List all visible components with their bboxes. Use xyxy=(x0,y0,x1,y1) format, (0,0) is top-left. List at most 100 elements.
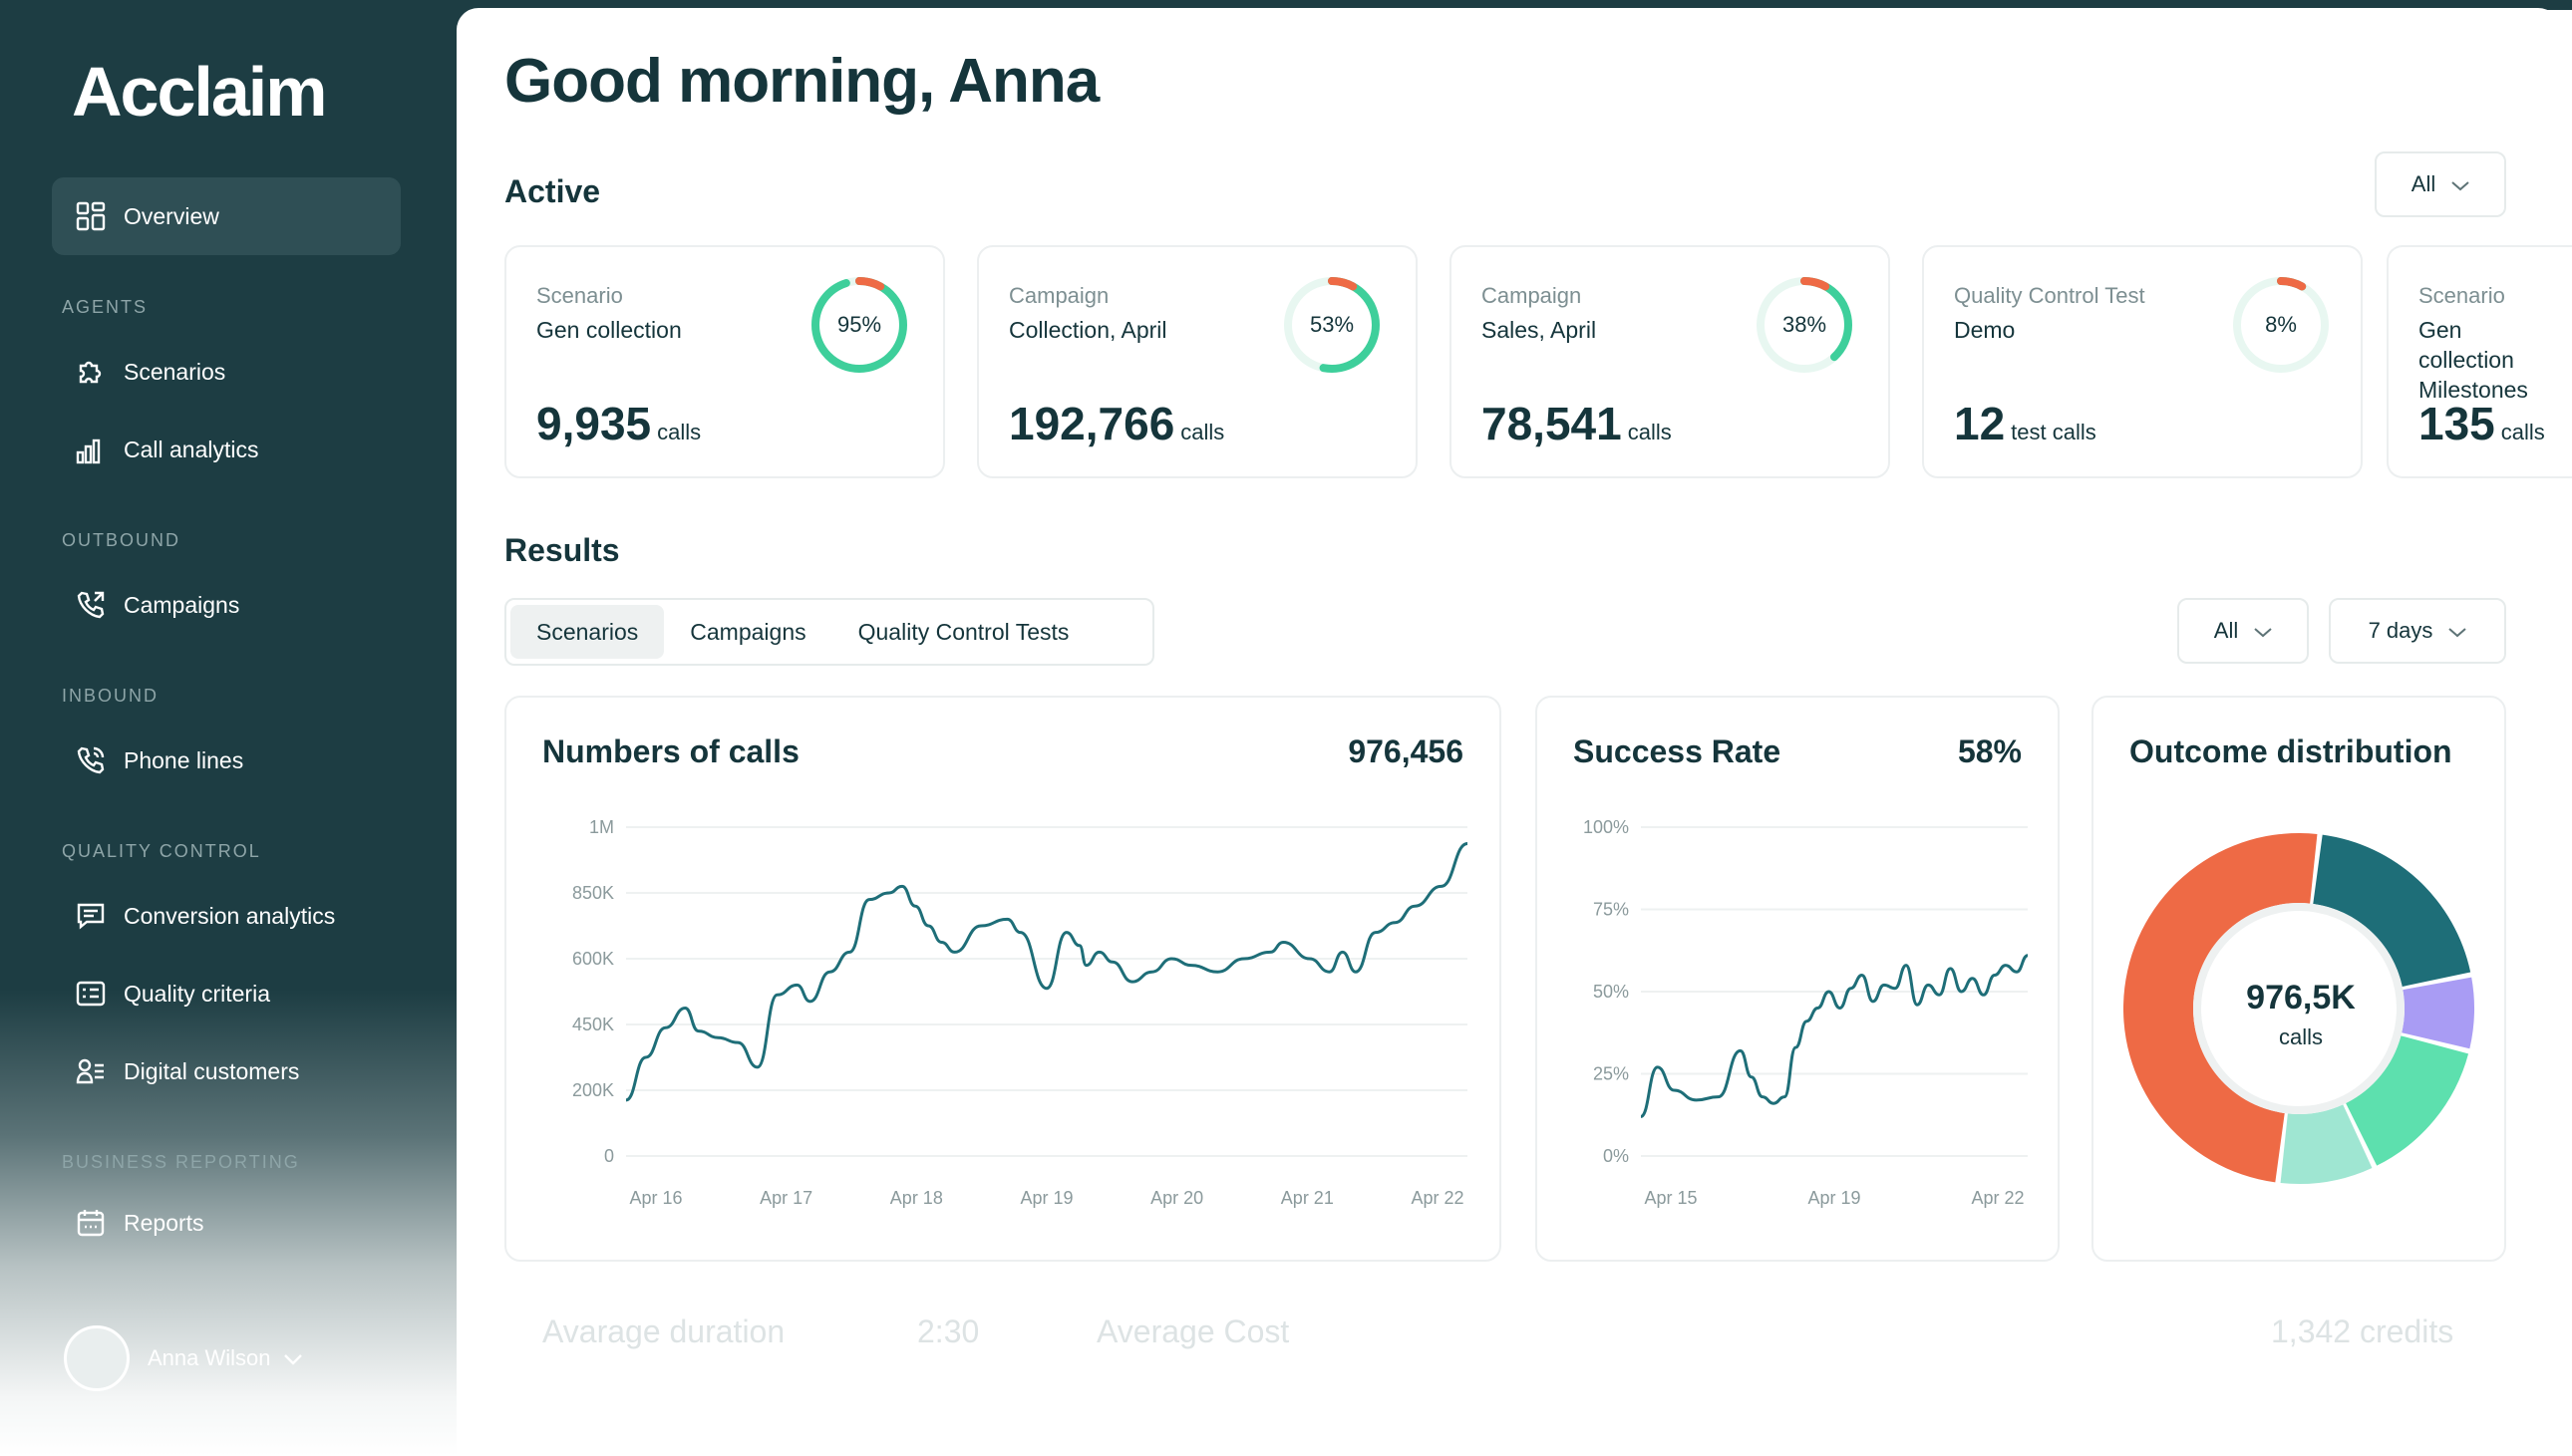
sidebar-item-label: Scenarios xyxy=(124,358,226,385)
active-card[interactable]: Quality Control Test Demo 8% 12 test call… xyxy=(1922,245,2363,478)
sidebar-item-overview[interactable]: Overview xyxy=(52,177,401,255)
active-card[interactable]: Scenario Gen collection 95% 9,935 calls xyxy=(504,245,945,478)
series-line xyxy=(1640,954,2029,1118)
donut-slice xyxy=(2346,1035,2469,1166)
y-tick-label: 75% xyxy=(1593,900,1629,920)
app-logo: Acclaim xyxy=(72,53,327,131)
y-tick-label: 0 xyxy=(604,1146,614,1166)
success-chart-card: Success Rate 58% 100% 75% 50% 25% 0% Apr 15 Ap… xyxy=(1535,696,2060,1262)
results-tabs: Scenarios Campaigns Quality Control Test… xyxy=(504,598,1154,666)
card-name: Collection, April xyxy=(1009,317,1167,343)
avg-cost-label: Average Cost xyxy=(1097,1313,1290,1349)
sidebar-item-label: Reports xyxy=(124,1209,204,1236)
progress-label: 95% xyxy=(836,312,882,337)
section-agents: AGENTS xyxy=(62,297,149,317)
active-filter-dropdown[interactable]: All xyxy=(2375,151,2506,217)
chevron-down-icon xyxy=(2448,618,2467,644)
sidebar-item-conversion-analytics[interactable]: Conversion analytics xyxy=(52,877,401,955)
sidebar-item-campaigns[interactable]: Campaigns xyxy=(52,566,401,644)
sidebar-item-reports[interactable]: Reports xyxy=(52,1184,401,1262)
card-name: Demo xyxy=(1954,317,2016,343)
outcome-chart-card: Outcome distribution 976,5K calls xyxy=(2091,696,2506,1262)
card-count: 9,935 calls xyxy=(536,398,702,449)
active-section-title: Active xyxy=(504,173,601,209)
card-name: Sales, April xyxy=(1481,317,1597,343)
sidebar-item-digital-customers[interactable]: Digital customers xyxy=(52,1032,401,1110)
sidebar-item-scenarios[interactable]: Scenarios xyxy=(52,333,401,411)
tab-quality-control-tests[interactable]: Quality Control Tests xyxy=(857,618,1070,645)
sidebar-item-phone-lines[interactable]: Phone lines xyxy=(52,722,401,799)
card-count: 192,766 calls xyxy=(1009,398,1225,449)
x-tick-label: Apr 16 xyxy=(629,1188,682,1208)
dropdown-value: All xyxy=(2411,171,2436,196)
calls-chart-card: Numbers of calls 976,456 1M 850K 600K 450K 2… xyxy=(504,696,1501,1262)
chevron-down-icon xyxy=(283,1345,303,1371)
donut-slice xyxy=(2402,977,2474,1049)
ring-accent xyxy=(1757,277,1852,373)
progress-ring xyxy=(1284,277,1380,373)
x-tick-label: Apr 17 xyxy=(760,1188,812,1208)
y-tick-label: 1M xyxy=(589,817,614,837)
donut-center-value: 976,5K xyxy=(2246,979,2356,1017)
tab-scenarios[interactable]: Scenarios xyxy=(510,605,665,659)
period-dropdown[interactable]: 7 days xyxy=(2329,598,2506,664)
calendar-icon xyxy=(74,1206,108,1240)
active-card[interactable]: Campaign Collection, April 53% 192,766 ca… xyxy=(977,245,1418,478)
active-card[interactable]: Campaign Sales, April 38% 78,541 calls xyxy=(1449,245,1890,478)
results-section-title: Results xyxy=(504,532,620,568)
progress-label: 38% xyxy=(1781,312,1827,337)
chevron-down-icon xyxy=(2451,171,2469,197)
x-tick-label: Apr 18 xyxy=(890,1188,943,1208)
user-name: Anna Wilson xyxy=(148,1345,271,1370)
card-type: Quality Control Test xyxy=(1954,283,2145,308)
sidebar: Acclaim Overview AGENTS Scenarios Call a… xyxy=(0,0,469,1456)
success-line-chart: 100% 75% 50% 25% 0% Apr 15 Apr 19 Apr 22 xyxy=(1583,817,2029,1208)
card-title: Outcome distribution xyxy=(2129,733,2452,769)
donut-slice xyxy=(2122,833,2318,1183)
section-business-reporting: BUSINESS REPORTING xyxy=(62,1152,300,1172)
phone-outgoing-icon xyxy=(74,588,108,622)
ring-accent xyxy=(811,277,907,373)
section-inbound: INBOUND xyxy=(62,686,160,706)
card-type: Scenario xyxy=(2418,283,2505,308)
ring-accent xyxy=(2233,277,2329,373)
card-count: 78,541 calls xyxy=(1481,398,1672,449)
x-tick-label: Apr 20 xyxy=(1150,1188,1203,1208)
results-filter-dropdown[interactable]: All xyxy=(2177,598,2309,664)
outcome-donut-chart xyxy=(2122,833,2474,1184)
x-tick-label: Apr 22 xyxy=(1971,1188,2024,1208)
donut-slice xyxy=(2313,834,2471,987)
progress-ring xyxy=(811,277,907,373)
bar-chart-icon xyxy=(74,433,108,466)
series-line xyxy=(625,842,1468,1102)
sidebar-item-quality-criteria[interactable]: Quality criteria xyxy=(52,955,401,1032)
active-card[interactable]: Scenario Gen collection Milestones 135 ca… xyxy=(2387,245,2572,478)
section-quality-control: QUALITY CONTROL xyxy=(62,841,261,861)
card-name: Gen collection xyxy=(536,317,682,343)
y-tick-label: 100% xyxy=(1583,817,1629,837)
card-type: Scenario xyxy=(536,283,623,308)
sidebar-item-label: Phone lines xyxy=(124,746,244,773)
card-type: Campaign xyxy=(1009,283,1110,308)
sidebar-item-label: Overview xyxy=(124,202,219,229)
progress-ring xyxy=(1757,277,1852,373)
card-title: Success Rate xyxy=(1573,733,1781,769)
dropdown-value: 7 days xyxy=(2368,618,2433,643)
sidebar-item-label: Quality criteria xyxy=(124,980,270,1007)
y-tick-label: 600K xyxy=(572,949,614,969)
grid-icon xyxy=(74,199,108,233)
checklist-icon xyxy=(74,977,108,1011)
sidebar-item-call-analytics[interactable]: Call analytics xyxy=(52,411,401,488)
y-tick-label: 450K xyxy=(572,1015,614,1034)
chevron-down-icon xyxy=(2254,618,2272,644)
card-count: 12 test calls xyxy=(1954,398,2096,449)
x-tick-label: Apr 22 xyxy=(1411,1188,1463,1208)
window-top-bar xyxy=(469,0,2572,10)
sidebar-item-label: Conversion analytics xyxy=(124,902,336,929)
donut-slice xyxy=(2280,1104,2373,1184)
tab-campaigns[interactable]: Campaigns xyxy=(690,618,806,645)
sidebar-item-label: Call analytics xyxy=(124,436,259,462)
y-tick-label: 850K xyxy=(572,883,614,903)
avatar xyxy=(64,1325,130,1391)
user-menu[interactable]: Anna Wilson xyxy=(64,1325,303,1391)
